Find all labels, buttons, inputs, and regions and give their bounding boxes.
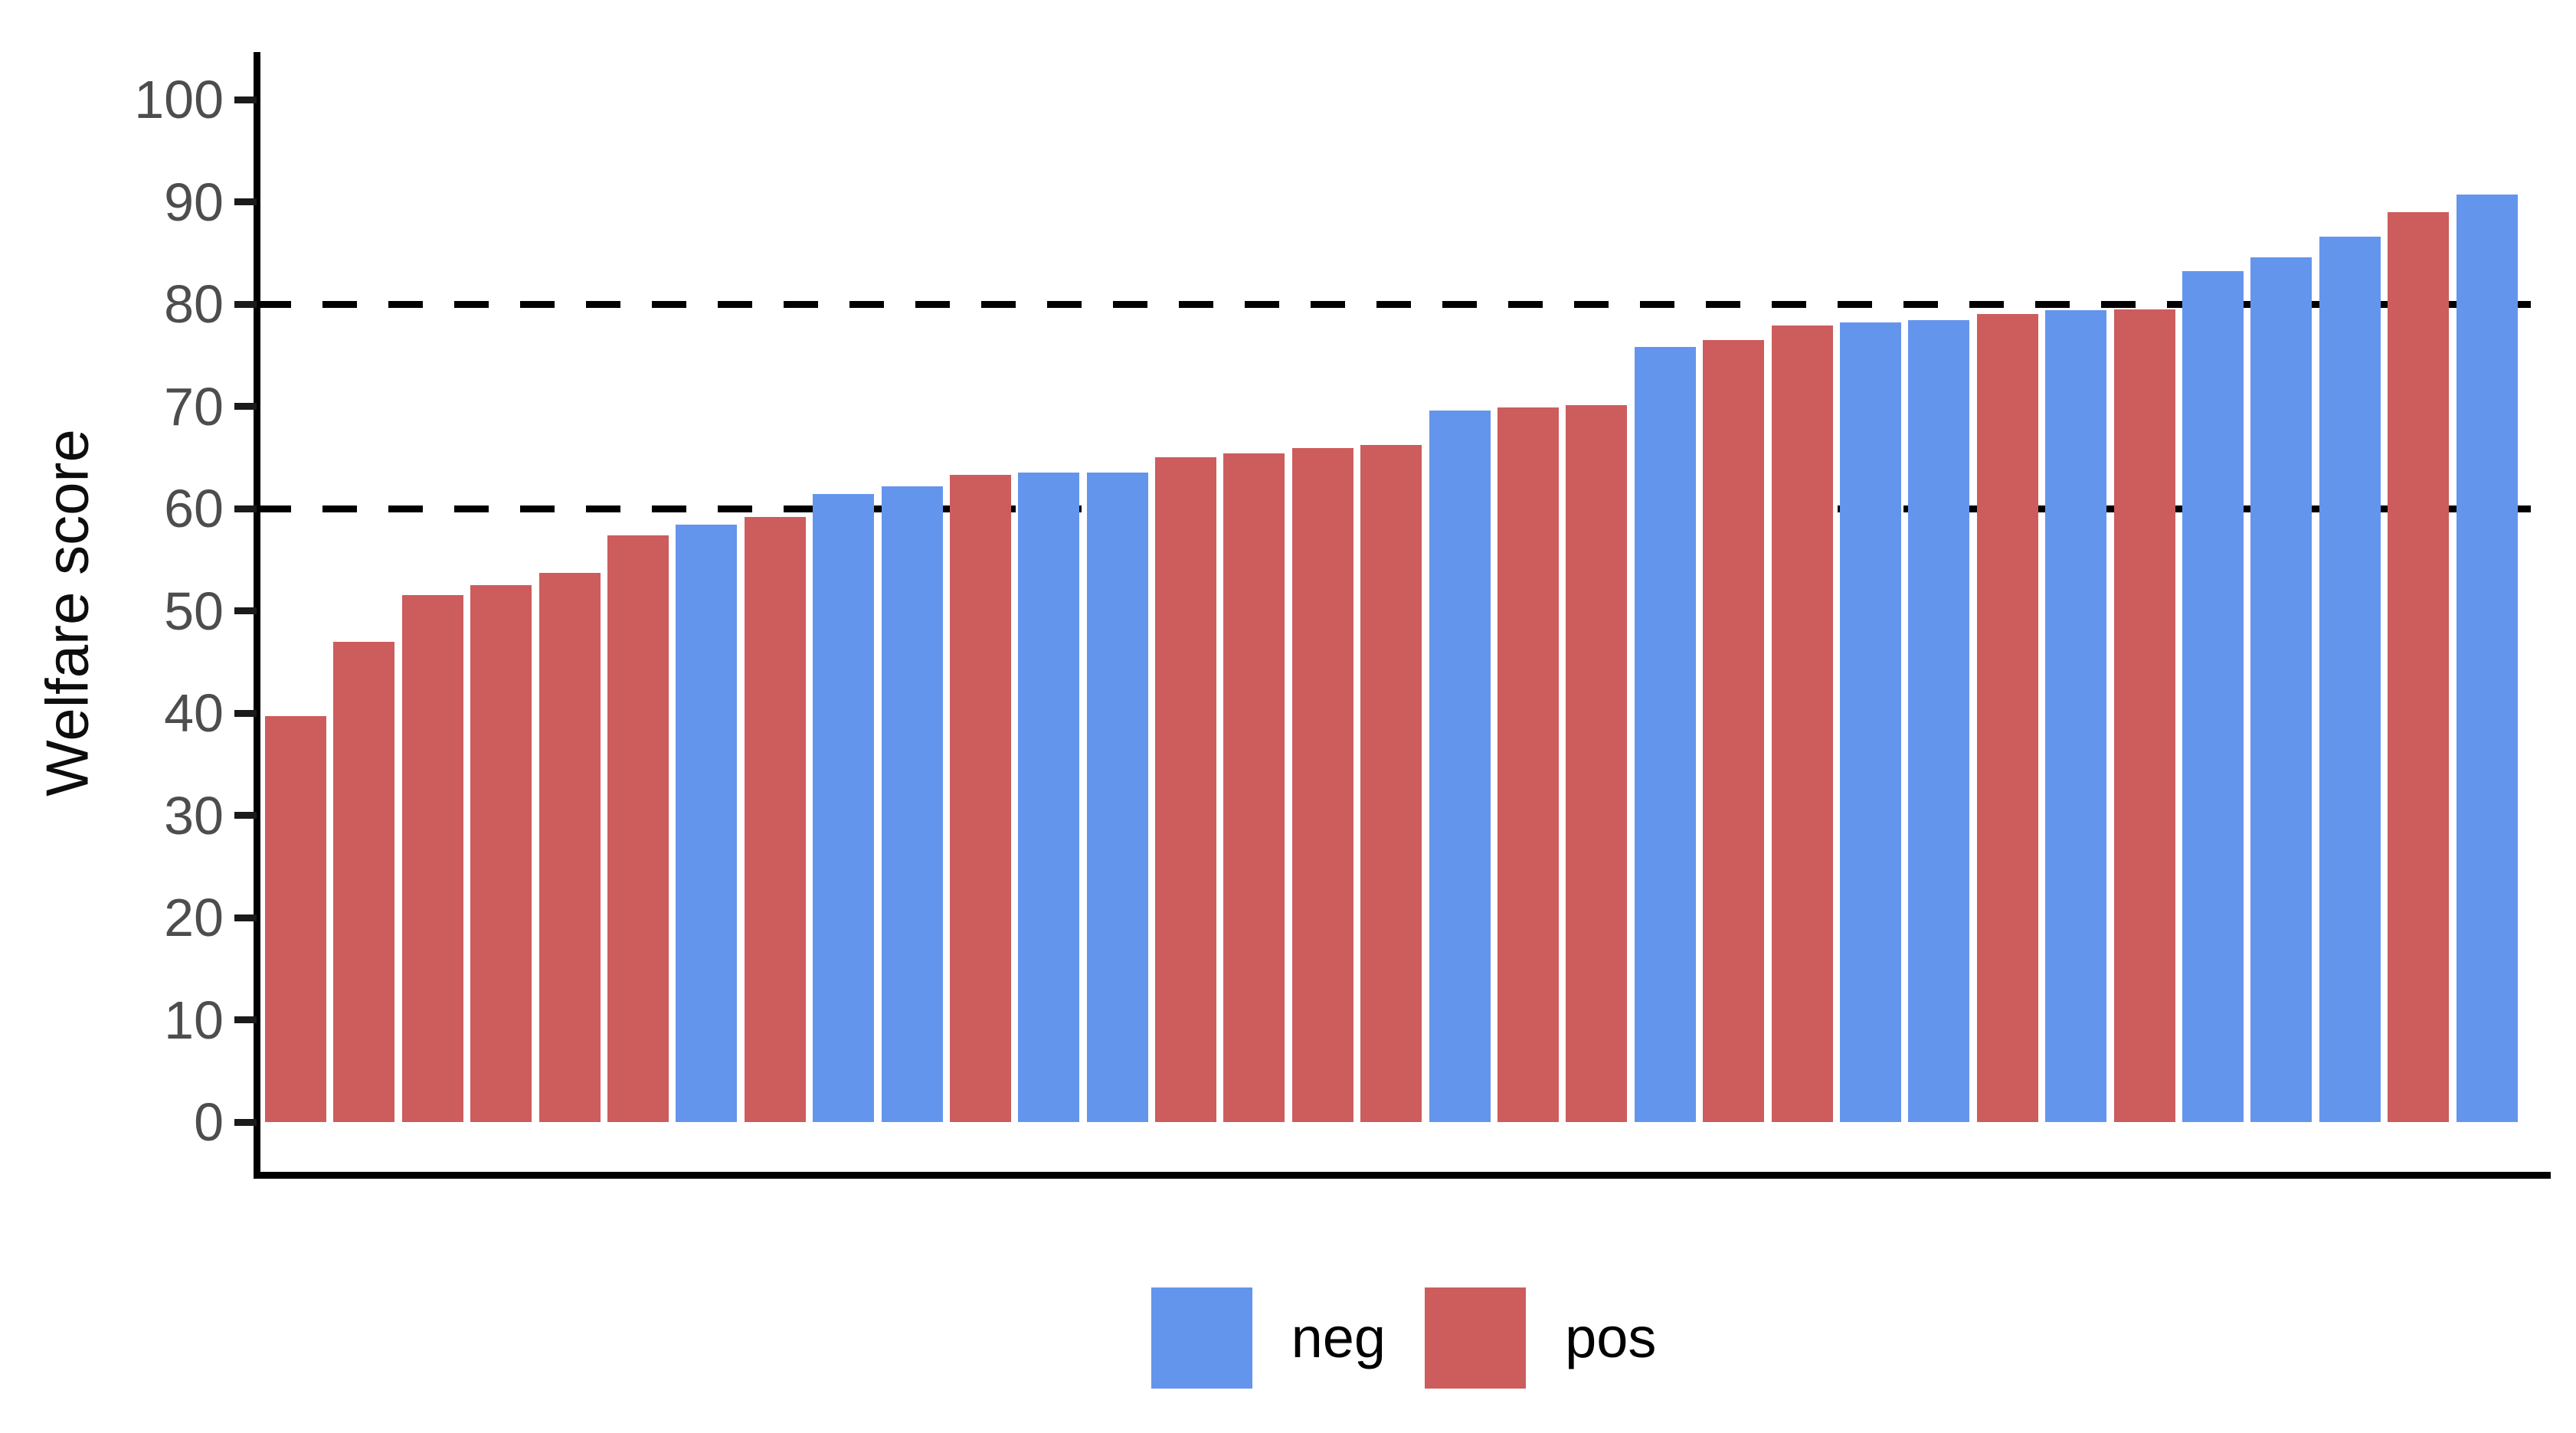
legend-label-pos: pos xyxy=(1565,1306,1657,1369)
y-tick-mark xyxy=(234,812,257,819)
bar-neg xyxy=(813,494,875,1122)
bar-neg xyxy=(2182,271,2244,1122)
y-tick-label: 10 xyxy=(164,990,224,1050)
y-tick-mark xyxy=(234,914,257,921)
y-tick-label: 40 xyxy=(164,683,224,743)
bar-neg xyxy=(1634,347,1696,1122)
bar-neg xyxy=(2456,195,2518,1122)
reference-line-80 xyxy=(257,300,2551,308)
bar-pos xyxy=(1976,314,2038,1122)
y-tick-mark xyxy=(234,709,257,717)
bar-pos xyxy=(1291,448,1353,1122)
bar-neg xyxy=(2045,310,2107,1122)
bar-pos xyxy=(538,573,601,1122)
bar-pos xyxy=(1703,339,1765,1122)
y-tick-mark xyxy=(234,96,257,103)
y-tick-mark xyxy=(234,403,257,410)
bar-pos xyxy=(470,585,532,1122)
legend-key-pos xyxy=(1425,1287,1527,1389)
bar-pos xyxy=(1771,326,1833,1122)
bar-pos xyxy=(401,595,463,1122)
bar-neg xyxy=(676,525,738,1122)
bar-pos xyxy=(2113,309,2175,1122)
legend-label-neg: neg xyxy=(1291,1306,1386,1369)
bar-neg xyxy=(1086,473,1148,1122)
y-tick-label: 30 xyxy=(164,785,224,846)
y-tick-label: 80 xyxy=(164,274,224,334)
bar-pos xyxy=(1360,445,1422,1122)
y-axis-line xyxy=(254,52,260,1179)
legend-key-neg xyxy=(1151,1287,1252,1389)
bar-neg xyxy=(2250,257,2313,1122)
bar-neg xyxy=(1839,322,1901,1122)
y-tick-label: 60 xyxy=(164,479,224,538)
y-tick-mark xyxy=(234,505,257,512)
y-tick-label: 0 xyxy=(194,1092,224,1152)
bar-neg xyxy=(1908,320,1970,1122)
y-tick-mark xyxy=(234,300,257,308)
bar-pos xyxy=(1497,407,1560,1122)
bar-pos xyxy=(1566,405,1628,1122)
bar-pos xyxy=(2388,211,2450,1122)
legend: neg pos xyxy=(257,1281,2551,1395)
bar-neg xyxy=(2319,236,2381,1122)
bar-neg xyxy=(881,486,943,1122)
y-tick-label: 70 xyxy=(164,376,224,437)
bar-pos xyxy=(1223,453,1285,1122)
bar-pos xyxy=(949,474,1011,1122)
y-tick-label: 50 xyxy=(164,581,224,641)
bar-pos xyxy=(1155,457,1217,1122)
x-axis-line xyxy=(254,1172,2551,1179)
bar-neg xyxy=(1429,410,1491,1122)
bar-series xyxy=(265,54,2532,1122)
bar-pos xyxy=(744,516,806,1122)
y-tick-mark xyxy=(234,607,257,614)
y-tick-mark xyxy=(234,1016,257,1023)
y-tick-label: 90 xyxy=(164,172,224,232)
bar-pos xyxy=(333,641,395,1122)
y-tick-label: 100 xyxy=(134,70,224,129)
y-tick-mark xyxy=(234,1118,257,1126)
y-tick-mark xyxy=(234,198,257,205)
y-tick-label: 20 xyxy=(164,888,224,947)
bar-pos xyxy=(607,535,669,1122)
bar-pos xyxy=(265,716,326,1122)
bar-neg xyxy=(1018,473,1080,1122)
